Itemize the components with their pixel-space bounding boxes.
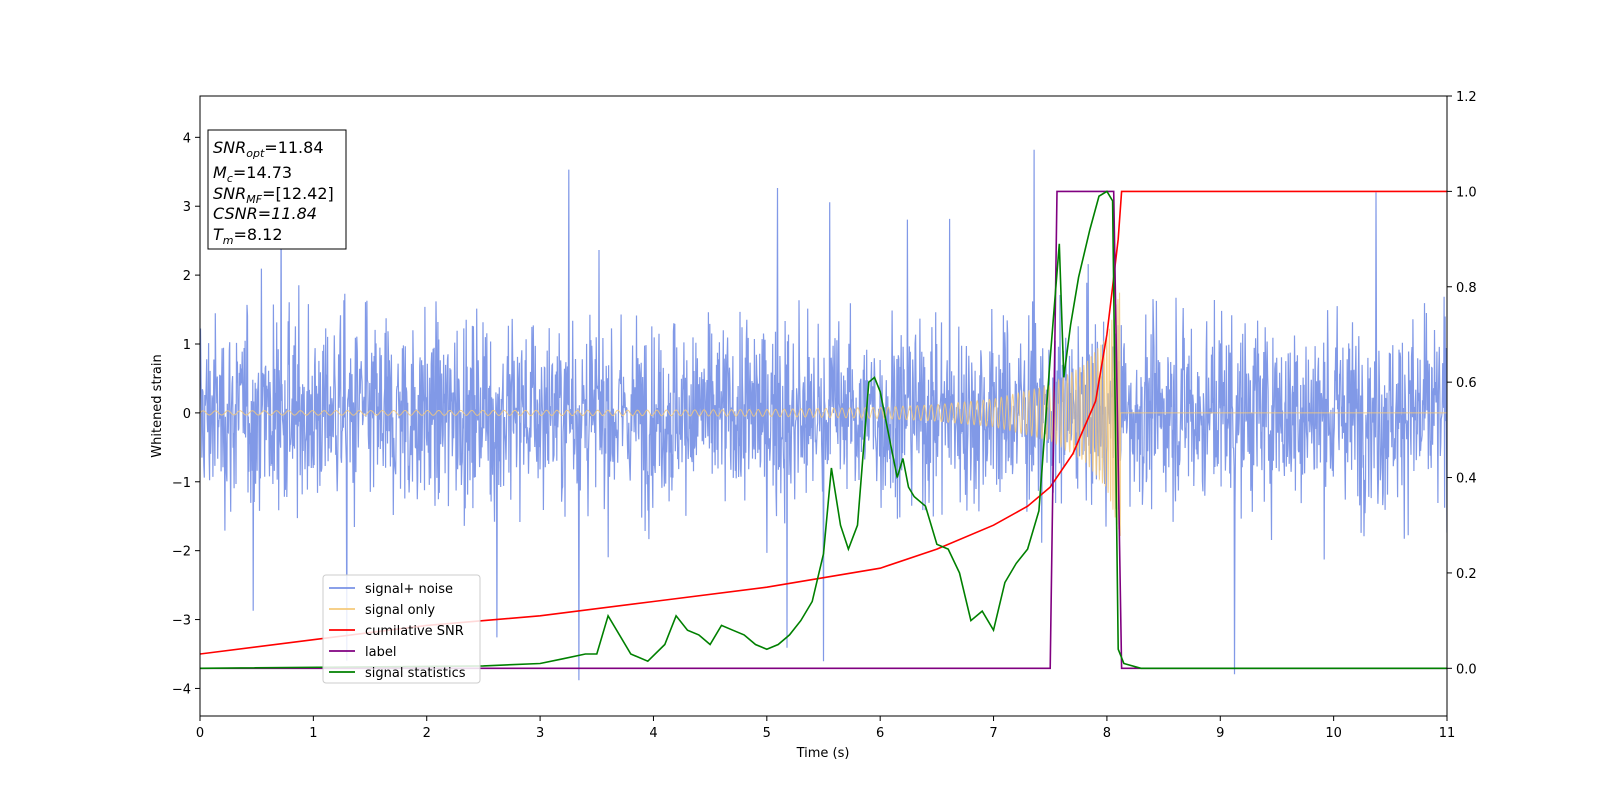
series-signal-only bbox=[200, 292, 1447, 536]
y-tick-label: 2 bbox=[183, 269, 191, 284]
x-tick-label: 0 bbox=[196, 726, 204, 741]
x-tick-label: 11 bbox=[1439, 726, 1456, 741]
info-csnr: CSNR=11.84 bbox=[213, 204, 317, 223]
y-axis-label: Whitened strain bbox=[150, 354, 165, 457]
x-tick-label: 3 bbox=[536, 726, 544, 741]
y-tick-label: −2 bbox=[172, 545, 191, 560]
y-tick-label: 4 bbox=[183, 131, 191, 146]
legend: signal+ noise signal only cumilative SNR la… bbox=[322, 574, 481, 684]
x-tick-label: 7 bbox=[989, 726, 997, 741]
x-tick-label: 9 bbox=[1216, 726, 1224, 741]
info-snr-opt: SNRopt=11.84 bbox=[213, 138, 324, 160]
x-tick-label: 1 bbox=[309, 726, 317, 741]
x-tick-label: 10 bbox=[1325, 726, 1342, 741]
y-axis-left: −4 −3 −2 −1 0 1 2 3 4 bbox=[172, 131, 200, 697]
legend-label: label bbox=[365, 645, 396, 660]
y-tick-label: 0 bbox=[183, 407, 191, 422]
x-tick-label: 2 bbox=[423, 726, 431, 741]
x-tick-label: 5 bbox=[763, 726, 771, 741]
series-signal-noise bbox=[200, 149, 1447, 681]
plot-frame bbox=[199, 95, 1448, 717]
legend-items: signal+ noise signal only cumilative SNR la… bbox=[329, 582, 466, 681]
plot-area bbox=[199, 95, 1448, 717]
y-axis-right: 0.0 0.2 0.4 0.6 0.8 1.0 1.2 bbox=[1447, 90, 1477, 677]
y2-tick-label: 0.4 bbox=[1456, 472, 1477, 487]
y2-tick-label: 0.2 bbox=[1456, 567, 1477, 582]
y2-tick-label: 1.2 bbox=[1456, 90, 1477, 105]
y-tick-label: −4 bbox=[172, 682, 191, 697]
series-cumulative-snr bbox=[200, 190, 1447, 655]
legend-label: signal+ noise bbox=[365, 582, 453, 597]
y2-tick-label: 1.0 bbox=[1456, 185, 1477, 200]
y-tick-label: −1 bbox=[172, 476, 191, 491]
x-tick-label: 4 bbox=[649, 726, 657, 741]
info-box: SNRopt=11.84 Mc=14.73 SNRMF=[12.42] CSNR… bbox=[207, 129, 347, 250]
x-axis: 0 1 2 3 4 5 6 7 8 9 10 11 bbox=[196, 716, 1455, 741]
legend-label: signal only bbox=[365, 603, 435, 618]
x-tick-label: 8 bbox=[1103, 726, 1111, 741]
series-layer bbox=[200, 149, 1447, 681]
legend-label: signal statistics bbox=[365, 666, 466, 681]
y-tick-label: 1 bbox=[183, 338, 191, 353]
y2-tick-label: 0.8 bbox=[1456, 281, 1477, 296]
y-tick-label: −3 bbox=[172, 614, 191, 629]
legend-frame bbox=[322, 574, 481, 684]
info-mc: Mc=14.73 bbox=[213, 163, 292, 185]
info-tm: Tm=8.12 bbox=[213, 225, 283, 247]
info-box-frame bbox=[207, 129, 347, 250]
x-tick-label: 6 bbox=[876, 726, 884, 741]
y-tick-label: 3 bbox=[183, 200, 191, 215]
legend-label: cumilative SNR bbox=[365, 624, 464, 639]
info-snr-mf: SNRMF=[12.42] bbox=[213, 184, 334, 206]
x-axis-label: Time (s) bbox=[796, 746, 850, 761]
series-signal-statistics bbox=[200, 190, 1447, 670]
y2-tick-label: 0.0 bbox=[1456, 662, 1477, 677]
y2-tick-label: 0.6 bbox=[1456, 376, 1477, 391]
